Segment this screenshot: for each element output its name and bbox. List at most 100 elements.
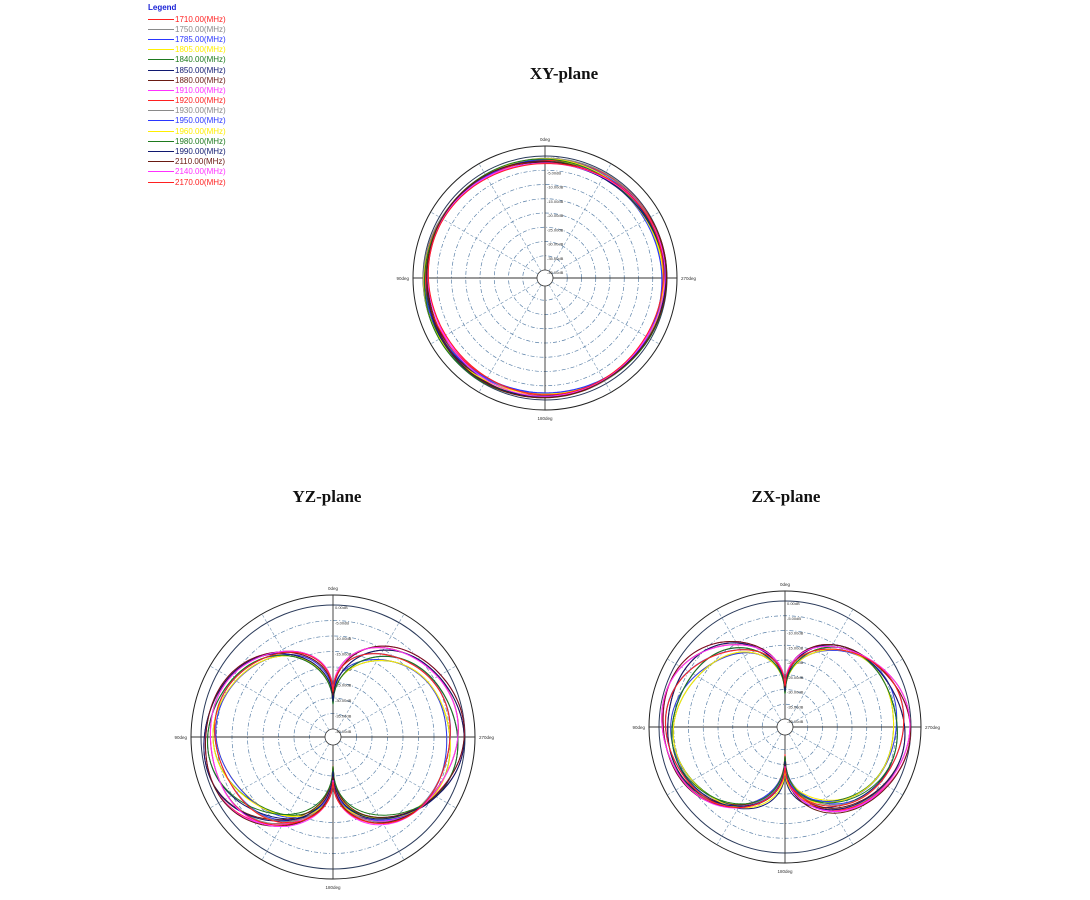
spoke-line (336, 613, 405, 731)
legend-swatch (148, 28, 174, 30)
angle-label-top: 0deg (780, 582, 791, 587)
radial-label: -15.00dB (547, 199, 564, 204)
spoke-line (667, 658, 779, 724)
angle-label-top: 0deg (328, 586, 339, 591)
legend-swatch (148, 171, 174, 173)
spoke-line (788, 609, 854, 721)
legend-item: 2140.00(MHz) (148, 167, 258, 177)
spoke-line (791, 658, 903, 724)
zx-plane-title: ZX-plane (751, 487, 821, 506)
xy-plane-title: XY-plane (529, 64, 599, 83)
spoke-line (430, 211, 539, 275)
spoke-line (209, 665, 327, 734)
spoke-line (336, 743, 405, 861)
legend-label: 1980.00(MHz) (175, 136, 226, 146)
legend-item: 1805.00(MHz) (148, 45, 258, 55)
legend-item: 1980.00(MHz) (148, 136, 258, 146)
radial-label: 0.00dB (335, 605, 348, 610)
legend-swatch (148, 161, 174, 163)
spoke-line (788, 733, 854, 845)
radial-label: -35.00dB (547, 256, 564, 261)
legend-swatch (148, 79, 174, 81)
angle-label-top: 0deg (540, 137, 551, 142)
legend-label: 1950.00(MHz) (175, 116, 226, 126)
radial-label: -15.00dB (787, 645, 804, 650)
legend-item: 1785.00(MHz) (148, 34, 258, 44)
angle-label-bottom: 180deg (537, 416, 553, 421)
legend-label: 1910.00(MHz) (175, 85, 226, 95)
legend-swatch (148, 69, 174, 71)
series-trace (203, 649, 465, 822)
yz-plane-chart: 0deg 270deg 180deg 90deg 0.00dB -5.00dB -10.00… (174, 586, 494, 890)
legend-label: 1850.00(MHz) (175, 65, 226, 75)
spoke-line (716, 733, 782, 845)
radial-label: -35.00dB (787, 704, 804, 709)
radial-label: -20.00dB (787, 660, 804, 665)
radial-label: -35.00dB (335, 714, 352, 719)
legend-swatch (148, 38, 174, 40)
legend-item: 1990.00(MHz) (148, 146, 258, 156)
legend-item: 1750.00(MHz) (148, 24, 258, 34)
radial-label: -30.00dB (335, 698, 352, 703)
legend-label: 1750.00(MHz) (175, 24, 226, 34)
series-trace (207, 654, 459, 816)
radial-label: -20.00dB (547, 213, 564, 218)
legend-item: 1950.00(MHz) (148, 116, 258, 126)
legend-swatch (148, 89, 174, 91)
legend-label: 2170.00(MHz) (175, 177, 226, 187)
spoke-line (551, 211, 660, 275)
spoke-line (478, 284, 542, 393)
legend-item: 1910.00(MHz) (148, 85, 258, 95)
legend-label: 1785.00(MHz) (175, 34, 226, 44)
radial-label: -5.00dB (335, 621, 349, 626)
spoke-line (261, 743, 330, 861)
legend-label: 1930.00(MHz) (175, 106, 226, 116)
series-trace (662, 641, 912, 814)
legend: Legend 1710.00(MHz) 1750.00(MHz) 1785.00(M… (148, 3, 258, 187)
series-trace (205, 645, 465, 827)
angle-label-left: 90deg (632, 725, 645, 730)
spoke-line (261, 613, 330, 731)
radial-label: -40.00dB (547, 270, 564, 275)
angle-label-left: 90deg (174, 735, 187, 740)
legend-item: 1850.00(MHz) (148, 65, 258, 75)
spoke-line (548, 163, 612, 272)
radial-label: -25.00dB (787, 675, 804, 680)
spoke-line (339, 665, 457, 734)
series-trace (665, 648, 905, 809)
legend-title: Legend (148, 3, 177, 12)
series-trace (214, 651, 451, 824)
spoke-line (667, 730, 779, 796)
spoke-line (716, 609, 782, 721)
radial-label: -15.00dB (335, 652, 352, 657)
legend-items: 1710.00(MHz) 1750.00(MHz) 1785.00(MHz) 1805… (148, 14, 258, 187)
legend-label: 1880.00(MHz) (175, 75, 226, 85)
legend-item: 1960.00(MHz) (148, 126, 258, 136)
radial-label: -10.00dB (335, 636, 352, 641)
series-trace (667, 642, 906, 811)
legend-swatch (148, 49, 174, 51)
series-trace (671, 646, 898, 805)
spoke-line (551, 281, 660, 345)
angle-label-bottom: 180deg (325, 885, 341, 890)
legend-swatch (148, 151, 174, 153)
series-trace (661, 644, 911, 812)
angle-label-bottom: 180deg (777, 869, 793, 874)
radial-label: -30.00dB (547, 242, 564, 247)
series-trace (210, 647, 459, 827)
spoke-line (339, 740, 457, 809)
angle-label-right: 270deg (681, 276, 697, 281)
yz-plane-title: YZ-plane (292, 487, 362, 506)
legend-swatch (148, 181, 174, 183)
angle-label-left: 90deg (396, 276, 409, 281)
radial-label: -40.00dB (335, 729, 352, 734)
legend-label: 1990.00(MHz) (175, 147, 226, 157)
radial-label: -10.00dB (547, 185, 564, 190)
legend-swatch (148, 130, 174, 132)
zx-plane-chart: 0deg 270deg 180deg 90deg 0.00dB -5.00dB -10.00… (632, 582, 940, 874)
legend-label: 1960.00(MHz) (175, 126, 226, 136)
legend-label: 2140.00(MHz) (175, 167, 226, 177)
angle-label-right: 270deg (479, 735, 495, 740)
radial-label: 0.00dB (787, 601, 800, 606)
